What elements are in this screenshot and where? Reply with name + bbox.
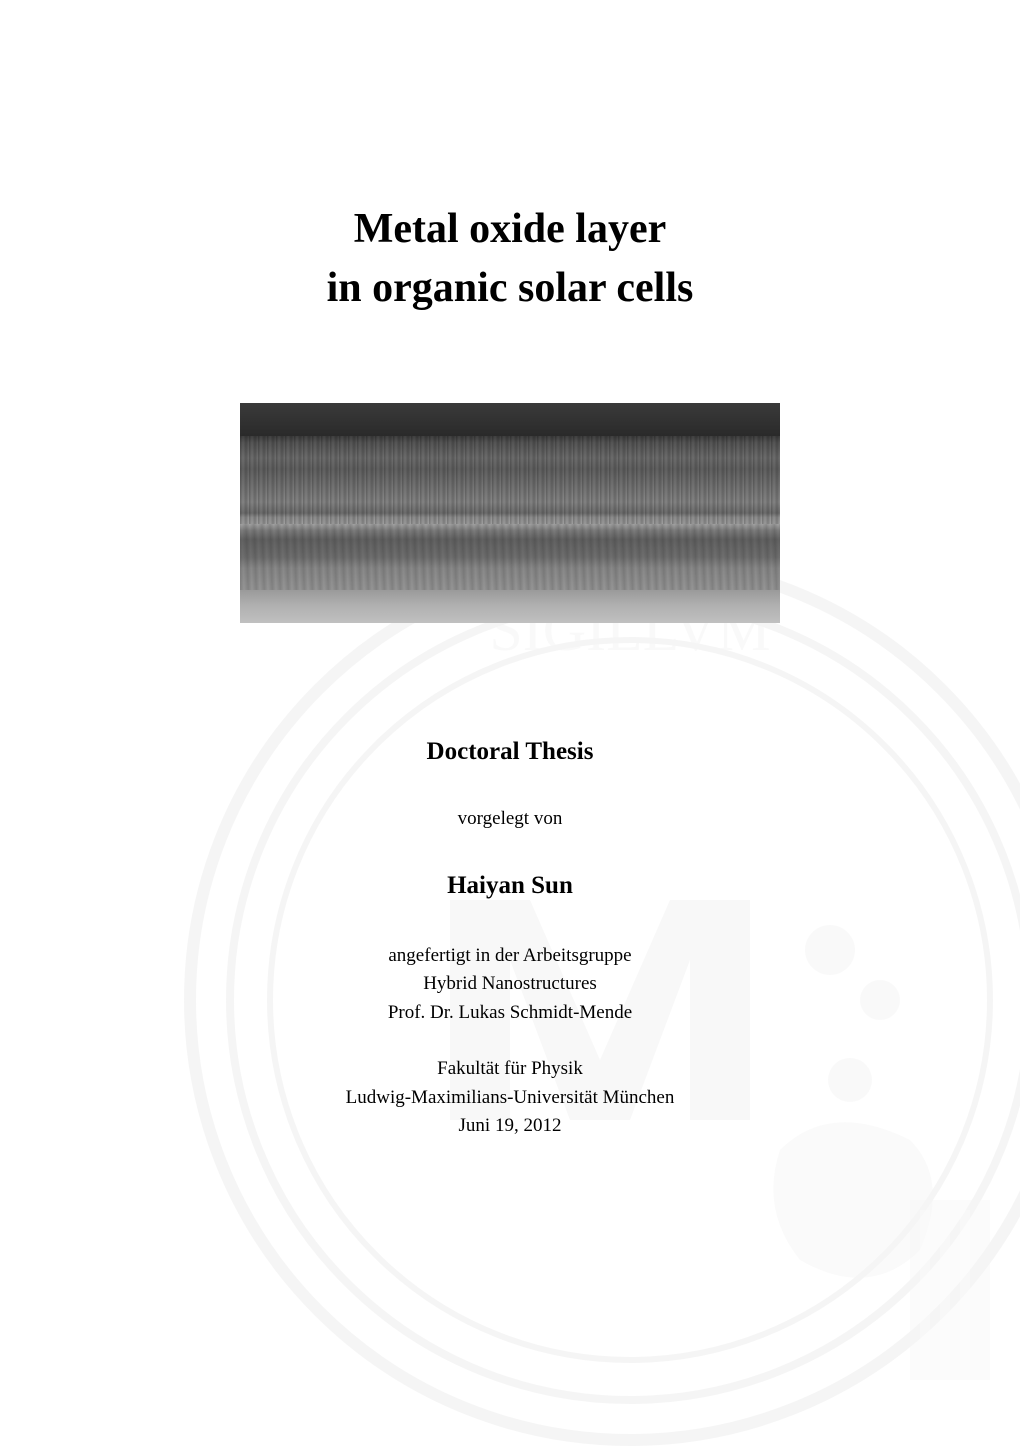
- sem-texture-layer-1: [240, 436, 780, 524]
- institution-line-1: Fakultät für Physik: [346, 1055, 675, 1084]
- sem-texture-layer-2: [240, 524, 780, 590]
- page-content: Metal oxide layer in organic solar cells…: [0, 0, 1020, 1442]
- institution-line-3: Juni 19, 2012: [346, 1112, 675, 1141]
- affiliation-line-3: Prof. Dr. Lukas Schmidt-Mende: [388, 999, 632, 1028]
- title-block: Metal oxide layer in organic solar cells: [327, 200, 694, 318]
- affiliation-block: angefertigt in der Arbeitsgruppe Hybrid …: [388, 942, 632, 1028]
- affiliation-line-2: Hybrid Nanostructures: [388, 970, 632, 999]
- author-name: Haiyan Sun: [447, 872, 573, 900]
- doctoral-thesis-label: Doctoral Thesis: [427, 738, 594, 766]
- title-line-2: in organic solar cells: [327, 259, 694, 318]
- institution-line-2: Ludwig-Maximilians-Universität München: [346, 1084, 675, 1113]
- presented-by-label: vorgelegt von: [458, 808, 563, 830]
- title-line-1: Metal oxide layer: [327, 200, 694, 259]
- institution-block: Fakultät für Physik Ludwig-Maximilians-U…: [346, 1055, 675, 1141]
- affiliation-line-1: angefertigt in der Arbeitsgruppe: [388, 942, 632, 971]
- sem-micrograph-image: [240, 403, 780, 623]
